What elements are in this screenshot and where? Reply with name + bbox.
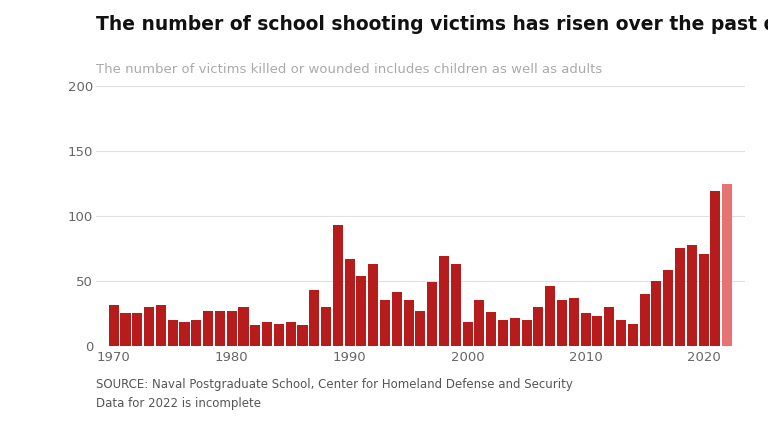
Bar: [297, 325, 307, 346]
Bar: [132, 313, 142, 346]
Bar: [191, 320, 201, 346]
Bar: [356, 276, 366, 346]
Bar: [521, 320, 531, 346]
Bar: [404, 300, 414, 346]
Bar: [699, 254, 709, 346]
Bar: [486, 312, 496, 346]
Bar: [651, 281, 661, 346]
Bar: [545, 286, 555, 346]
Bar: [439, 256, 449, 346]
Bar: [510, 318, 520, 346]
Bar: [604, 307, 614, 346]
Bar: [451, 264, 461, 346]
Bar: [722, 184, 732, 346]
Bar: [534, 307, 544, 346]
Bar: [628, 324, 638, 346]
Bar: [369, 264, 379, 346]
Bar: [687, 245, 697, 346]
Bar: [333, 225, 343, 346]
Bar: [180, 322, 190, 346]
Bar: [415, 311, 425, 346]
Bar: [569, 298, 579, 346]
Bar: [250, 325, 260, 346]
Bar: [321, 307, 331, 346]
Bar: [581, 313, 591, 346]
Bar: [262, 322, 272, 346]
Bar: [462, 322, 472, 346]
Bar: [144, 307, 154, 346]
Text: SOURCE: Naval Postgraduate School, Center for Homeland Defense and Security
Data: SOURCE: Naval Postgraduate School, Cente…: [96, 378, 573, 410]
Text: The number of victims killed or wounded includes children as well as adults: The number of victims killed or wounded …: [96, 63, 602, 76]
Bar: [640, 294, 650, 346]
Bar: [203, 311, 213, 346]
Bar: [310, 290, 319, 346]
Bar: [380, 300, 390, 346]
Bar: [616, 320, 626, 346]
Bar: [274, 324, 284, 346]
Bar: [675, 248, 685, 346]
Bar: [121, 313, 131, 346]
Bar: [592, 316, 602, 346]
Bar: [475, 300, 485, 346]
Bar: [427, 282, 437, 346]
Bar: [239, 307, 249, 346]
Text: The number of school shooting victims has risen over the past decade: The number of school shooting victims ha…: [96, 15, 768, 34]
Bar: [664, 270, 674, 346]
Bar: [557, 300, 567, 346]
Bar: [109, 305, 119, 346]
Bar: [156, 305, 166, 346]
Bar: [392, 292, 402, 346]
Bar: [345, 259, 355, 346]
Bar: [710, 191, 720, 346]
Bar: [167, 320, 177, 346]
Bar: [227, 311, 237, 346]
Bar: [286, 322, 296, 346]
Bar: [215, 311, 225, 346]
Bar: [498, 320, 508, 346]
